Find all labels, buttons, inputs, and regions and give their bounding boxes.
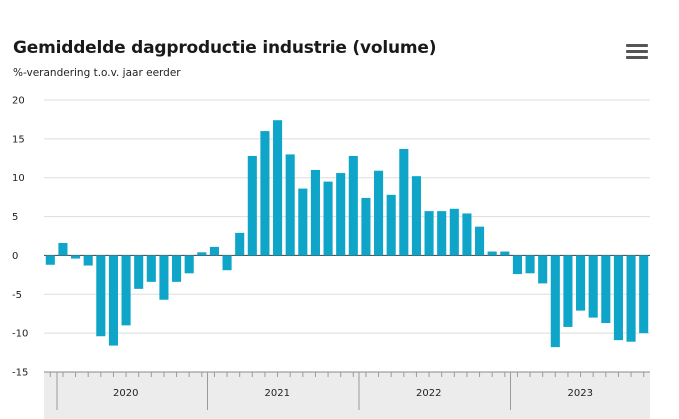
bar[interactable] bbox=[601, 255, 611, 324]
x-axis-band bbox=[44, 372, 650, 419]
y-tick-label: 20 bbox=[12, 96, 25, 107]
x-tick-label: 2021 bbox=[265, 388, 290, 399]
bar[interactable] bbox=[449, 208, 459, 256]
x-tick-label: 2020 bbox=[113, 388, 138, 399]
bar[interactable] bbox=[475, 226, 485, 256]
bar[interactable] bbox=[550, 255, 560, 348]
y-tick-label: -10 bbox=[12, 329, 28, 340]
bar[interactable] bbox=[260, 131, 270, 256]
bar[interactable] bbox=[108, 255, 118, 346]
bar[interactable] bbox=[411, 176, 421, 256]
bar[interactable] bbox=[121, 255, 131, 326]
bar[interactable] bbox=[538, 255, 548, 284]
bar[interactable] bbox=[159, 255, 169, 300]
bar[interactable] bbox=[83, 255, 93, 266]
y-tick-label: 5 bbox=[12, 212, 18, 223]
bar[interactable] bbox=[336, 173, 346, 256]
bar[interactable] bbox=[209, 246, 219, 256]
bar[interactable] bbox=[134, 255, 144, 289]
menu-line bbox=[626, 50, 648, 53]
bar[interactable] bbox=[235, 232, 245, 256]
x-tick-label: 2022 bbox=[416, 388, 441, 399]
bar[interactable] bbox=[273, 120, 283, 256]
y-tick-label: 0 bbox=[12, 251, 18, 262]
bar[interactable] bbox=[512, 255, 522, 275]
bar[interactable] bbox=[487, 251, 497, 256]
chart-subtitle: %-verandering t.o.v. jaar eerder bbox=[13, 67, 181, 79]
bar[interactable] bbox=[71, 255, 81, 259]
bar[interactable] bbox=[437, 211, 447, 256]
bar[interactable] bbox=[399, 148, 409, 256]
bar[interactable] bbox=[639, 255, 649, 334]
bar[interactable] bbox=[361, 197, 371, 256]
axes: 20 15 10 5 0 -5 -10 -15 2020 2021 2022 2023 bbox=[12, 96, 650, 410]
y-tick-label: -15 bbox=[12, 368, 28, 379]
chart-title: Gemiddelde dagproductie industrie (volum… bbox=[13, 38, 437, 58]
bar[interactable] bbox=[285, 154, 295, 256]
bar[interactable] bbox=[323, 181, 333, 256]
bar[interactable] bbox=[146, 255, 156, 282]
bar[interactable] bbox=[197, 252, 207, 256]
y-tick-label: 15 bbox=[12, 134, 25, 145]
bar[interactable] bbox=[588, 255, 598, 318]
bar[interactable] bbox=[525, 255, 535, 274]
bar[interactable] bbox=[500, 251, 510, 256]
bar[interactable] bbox=[298, 188, 308, 256]
y-tick-label: 10 bbox=[12, 173, 25, 184]
bar[interactable] bbox=[563, 255, 573, 327]
menu-line bbox=[626, 44, 648, 47]
bar[interactable] bbox=[184, 255, 194, 274]
y-tick-label: -5 bbox=[12, 290, 22, 301]
bar[interactable] bbox=[45, 255, 55, 265]
bar[interactable] bbox=[247, 155, 257, 256]
bar[interactable] bbox=[222, 255, 232, 271]
bar[interactable] bbox=[613, 255, 623, 341]
bar[interactable] bbox=[348, 155, 358, 256]
grid-lines bbox=[44, 99, 650, 334]
bar[interactable] bbox=[374, 170, 384, 256]
bar[interactable] bbox=[462, 213, 472, 256]
bar[interactable] bbox=[626, 255, 636, 342]
bar[interactable] bbox=[172, 255, 182, 282]
bar[interactable] bbox=[58, 242, 68, 256]
x-tick-label: 2023 bbox=[568, 388, 593, 399]
bars bbox=[45, 120, 649, 348]
hamburger-menu-icon[interactable] bbox=[626, 44, 648, 62]
bar[interactable] bbox=[576, 255, 586, 311]
bar[interactable] bbox=[386, 194, 396, 256]
bar[interactable] bbox=[310, 169, 320, 256]
bar[interactable] bbox=[424, 211, 434, 256]
menu-line bbox=[626, 56, 648, 59]
bar[interactable] bbox=[96, 255, 106, 337]
